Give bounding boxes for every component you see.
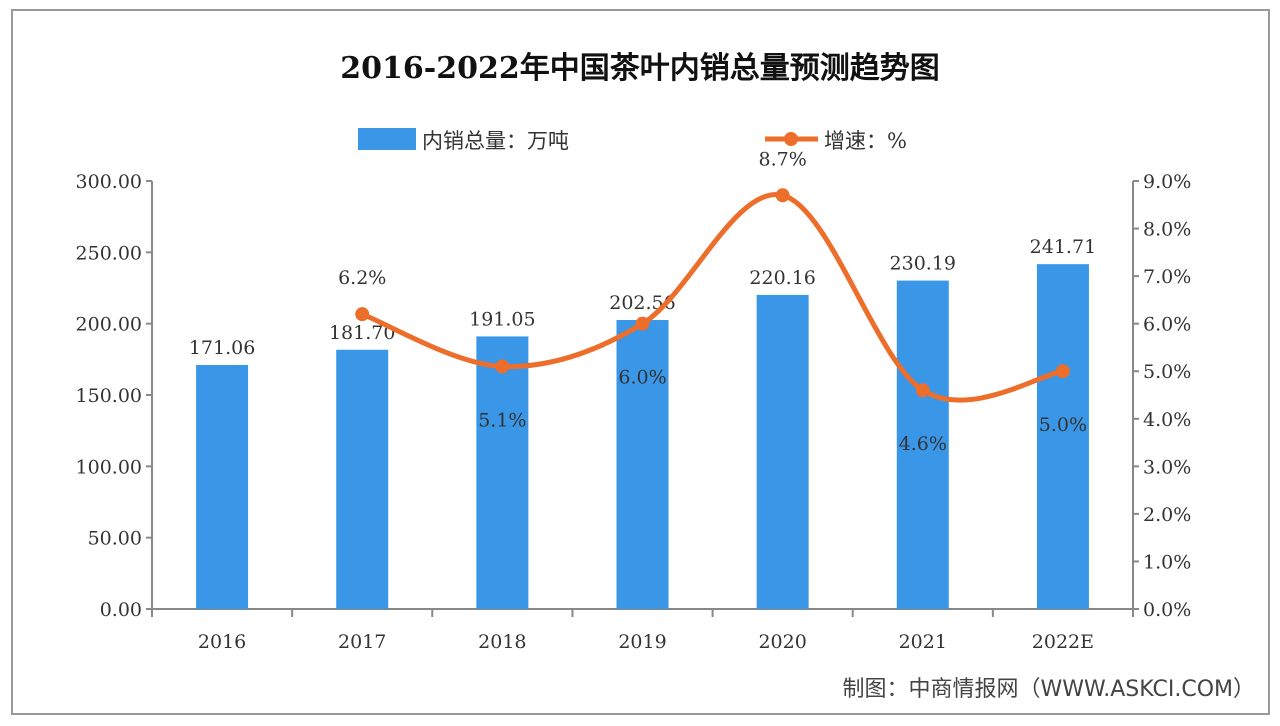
y-right-tick-label: 3.0% <box>1143 456 1191 478</box>
bar-2022E <box>1036 264 1089 609</box>
legend-label-line: 增速：% <box>824 129 907 153</box>
bar-label: 241.71 <box>1030 236 1096 258</box>
line-point-2018 <box>495 359 510 374</box>
bar-2017 <box>336 349 389 609</box>
legend-label-bar: 内销总量：万吨 <box>422 129 569 153</box>
x-tick-label: 2017 <box>338 631 386 653</box>
line-label: 5.1% <box>478 409 526 431</box>
y-left-tick-label: 150.00 <box>76 385 142 407</box>
y-left-tick-label: 0.00 <box>100 599 142 621</box>
line-point-2021 <box>915 383 930 398</box>
y-right-tick-label: 5.0% <box>1143 361 1191 383</box>
line-label: 6.2% <box>338 267 386 289</box>
bar-2020 <box>756 294 809 609</box>
bar-2021 <box>896 280 949 609</box>
y-right-tick-label: 6.0% <box>1143 314 1191 336</box>
line-point-2019 <box>635 316 650 331</box>
bar-2019 <box>616 320 669 609</box>
legend-swatch-bar <box>358 128 416 150</box>
legend-marker-line <box>784 132 798 146</box>
x-tick-label: 2022E <box>1032 631 1094 653</box>
bar-2018 <box>476 336 529 609</box>
bar-label: 220.16 <box>749 267 815 289</box>
line-label: 4.6% <box>899 433 947 455</box>
bar-label: 191.05 <box>469 308 535 330</box>
line-point-2020 <box>775 188 790 203</box>
y-right-tick-label: 0.0% <box>1143 599 1191 621</box>
x-tick-label: 2016 <box>198 631 246 653</box>
bar-label: 230.19 <box>890 253 956 275</box>
y-left-tick-label: 300.00 <box>76 171 142 193</box>
y-left-tick-label: 250.00 <box>76 242 142 264</box>
y-right-tick-label: 4.0% <box>1143 409 1191 431</box>
line-label: 6.0% <box>618 367 666 389</box>
y-right-tick-label: 7.0% <box>1143 266 1191 288</box>
legend: 内销总量：万吨 增速：% <box>358 128 907 153</box>
line-label: 8.7% <box>759 148 807 170</box>
y-left-tick-label: 50.00 <box>88 528 142 550</box>
line-point-2022E <box>1055 364 1070 379</box>
x-tick-label: 2018 <box>478 631 526 653</box>
line-point-2017 <box>355 307 370 322</box>
y-right-tick-label: 2.0% <box>1143 504 1191 526</box>
source-note: 制图：中商情报网（WWW.ASKCI.COM） <box>843 677 1255 702</box>
y-right-tick-label: 1.0% <box>1143 551 1191 573</box>
bar-2016 <box>196 364 249 609</box>
x-tick-label: 2020 <box>758 631 806 653</box>
x-tick-label: 2021 <box>899 631 947 653</box>
y-left-tick-label: 200.00 <box>76 314 142 336</box>
y-left-tick-label: 100.00 <box>76 456 142 478</box>
x-tick-label: 2019 <box>618 631 666 653</box>
y-right-tick-label: 9.0% <box>1143 171 1191 193</box>
bar-label: 171.06 <box>189 337 255 359</box>
bar-label: 181.70 <box>329 322 395 344</box>
y-right-tick-label: 8.0% <box>1143 219 1191 241</box>
chart-title: 2016-2022年中国茶叶内销总量预测趋势图 <box>340 51 939 86</box>
line-label: 5.0% <box>1039 414 1087 436</box>
